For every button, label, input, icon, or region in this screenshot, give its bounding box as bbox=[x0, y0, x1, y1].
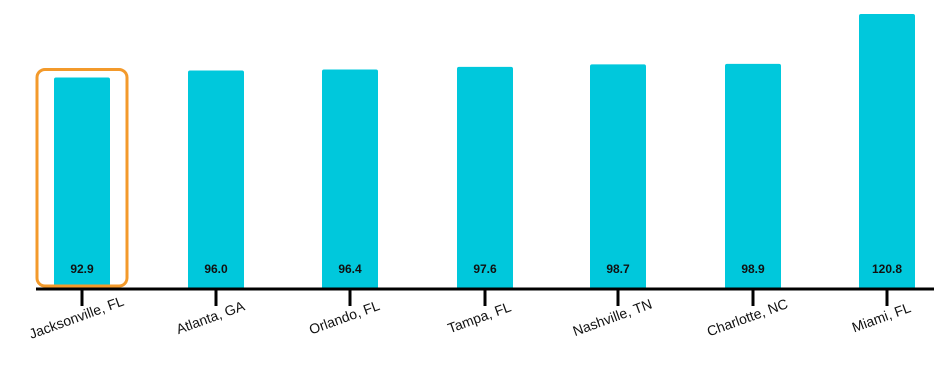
value-labels-group: 92.9 96.0 96.4 97.6 98.7 98.9 120.8 bbox=[70, 262, 902, 276]
bars-group bbox=[54, 14, 915, 290]
bar-value-label: 120.8 bbox=[872, 262, 902, 276]
category-label: Charlotte, NC bbox=[705, 295, 790, 339]
category-label: Miami, FL bbox=[850, 299, 913, 335]
bar-value-label: 96.4 bbox=[338, 262, 362, 276]
bar-6 bbox=[725, 63, 781, 290]
category-label: Orlando, FL bbox=[307, 297, 382, 337]
category-label: Nashville, TN bbox=[571, 296, 654, 339]
bar-4 bbox=[457, 66, 513, 289]
bar-value-label: 97.6 bbox=[473, 262, 497, 276]
bar-value-label: 96.0 bbox=[204, 262, 228, 276]
bar-7 bbox=[859, 14, 915, 290]
bar-value-label: 98.9 bbox=[741, 262, 765, 276]
bar-5 bbox=[590, 64, 646, 289]
highlight-box bbox=[35, 68, 129, 288]
highlight-layer bbox=[35, 68, 129, 288]
bar-2 bbox=[188, 70, 244, 290]
category-label: Jacksonville, FL bbox=[27, 293, 126, 342]
bar-3 bbox=[322, 69, 378, 289]
x-axis-ticks bbox=[80, 289, 889, 306]
bar-value-label: 98.7 bbox=[606, 262, 630, 276]
category-labels-group: Jacksonville, FL Atlanta, GA Orlando, FL Ta… bbox=[27, 293, 913, 342]
category-label: Tampa, FL bbox=[445, 298, 513, 336]
bar-1 bbox=[54, 77, 110, 289]
category-label: Atlanta, GA bbox=[174, 297, 247, 337]
bar-value-label: 92.9 bbox=[70, 262, 94, 276]
